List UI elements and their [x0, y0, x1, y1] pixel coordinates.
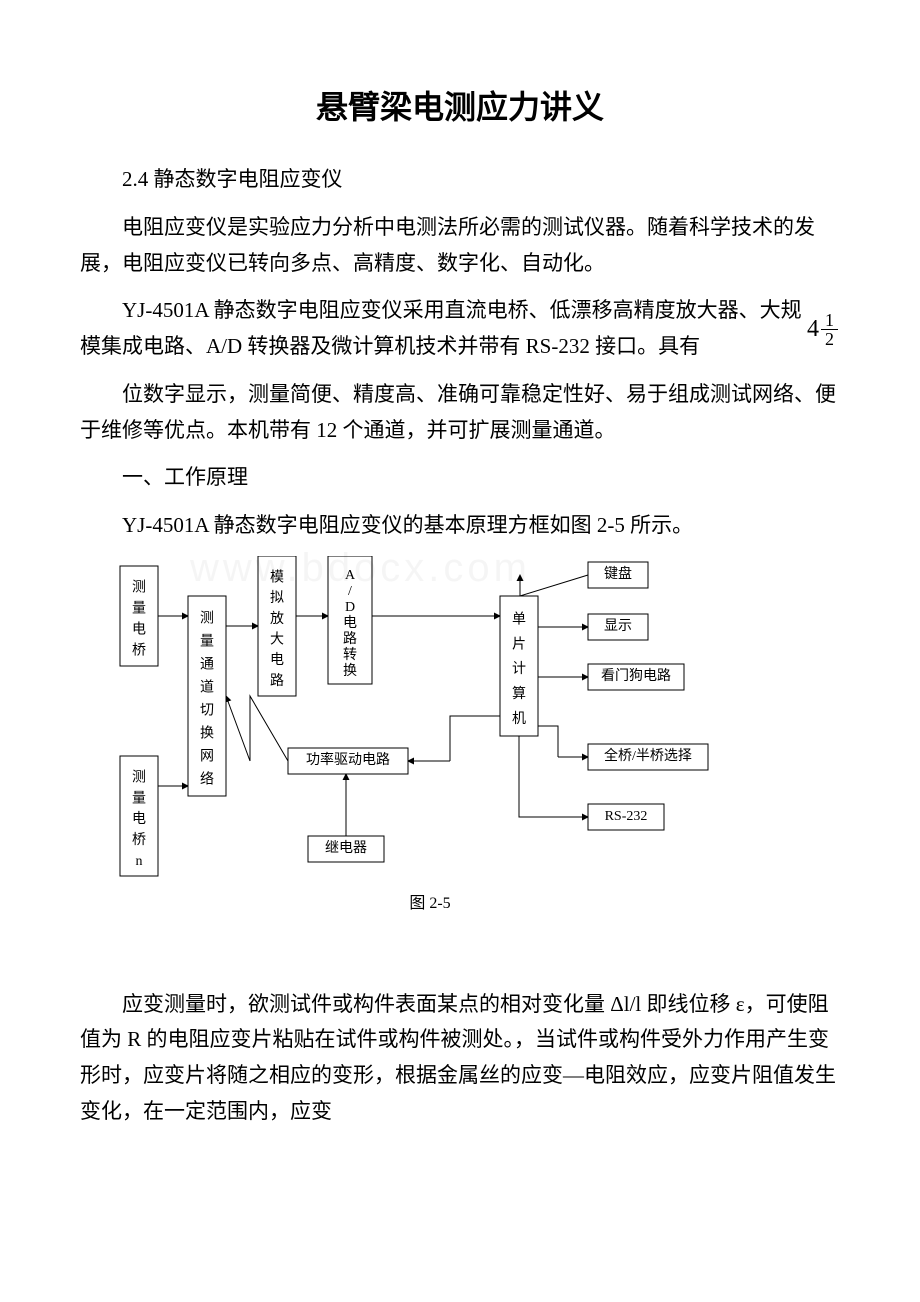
fraction-whole: 4	[807, 309, 819, 350]
svg-text:换: 换	[200, 724, 214, 741]
svg-text:量: 量	[132, 790, 146, 806]
svg-text:A: A	[345, 568, 356, 583]
svg-text:量: 量	[200, 633, 214, 649]
svg-text:功率驱动电路: 功率驱动电路	[306, 751, 390, 768]
svg-text:换: 换	[343, 662, 357, 679]
svg-text:片: 片	[512, 636, 526, 652]
svg-text:算: 算	[512, 686, 526, 702]
svg-text:网: 网	[200, 749, 214, 764]
svg-text:键盘: 键盘	[604, 565, 632, 582]
svg-text:看门狗电路: 看门狗电路	[601, 668, 671, 684]
svg-text:n: n	[136, 853, 143, 868]
subsection-heading: 一、工作原理	[80, 460, 840, 496]
svg-text:桥: 桥	[132, 642, 146, 658]
mixed-fraction: 4 1 2	[807, 309, 838, 350]
svg-text:/: /	[348, 584, 352, 599]
svg-text:切: 切	[200, 702, 214, 718]
svg-text:计: 计	[512, 661, 526, 677]
svg-text:放: 放	[270, 610, 284, 626]
svg-text:机: 机	[512, 710, 526, 726]
svg-text:道: 道	[200, 679, 214, 695]
paragraph-diagram-ref: YJ-4501A 静态数字电阻应变仪的基本原理方框如图 2-5 所示。	[80, 508, 840, 544]
svg-text:路: 路	[270, 672, 284, 688]
formula-prefix-text: YJ-4501A 静态数字电阻应变仪采用直流电桥、低漂移高精度放大器、大规模集成…	[80, 293, 805, 364]
svg-text:拟: 拟	[270, 590, 284, 606]
svg-text:测: 测	[200, 610, 214, 626]
svg-text:电: 电	[343, 615, 357, 631]
page-title: 悬臂梁电测应力讲义	[80, 80, 840, 134]
svg-text:D: D	[345, 600, 355, 615]
svg-text:电: 电	[270, 652, 284, 668]
svg-text:络: 络	[200, 771, 214, 787]
svg-text:继电器: 继电器	[325, 840, 367, 856]
svg-text:通: 通	[200, 656, 214, 672]
svg-text:全桥/半桥选择: 全桥/半桥选择	[604, 747, 692, 764]
svg-text:桥: 桥	[132, 832, 146, 848]
svg-text:大: 大	[270, 631, 284, 647]
paragraph-features: 位数字显示，测量简便、精度高、准确可靠稳定性好、易于组成测试网络、便于维修等优点…	[80, 377, 840, 448]
svg-text:电: 电	[132, 621, 146, 637]
svg-text:测: 测	[132, 769, 146, 785]
section-number: 2.4 静态数字电阻应变仪	[80, 162, 840, 198]
svg-text:路: 路	[343, 631, 357, 647]
fraction-denominator: 2	[821, 330, 838, 348]
fraction-numerator: 1	[821, 311, 838, 330]
svg-text:显示: 显示	[604, 619, 632, 634]
diagram-caption: 图 2-5	[110, 890, 750, 917]
svg-text:电: 电	[132, 811, 146, 827]
svg-text:量: 量	[132, 600, 146, 616]
paragraph-with-formula: YJ-4501A 静态数字电阻应变仪采用直流电桥、低漂移高精度放大器、大规模集成…	[80, 293, 840, 364]
svg-text:测: 测	[132, 579, 146, 595]
vertical-spacer	[80, 927, 840, 987]
paragraph-measurement: 应变测量时，欲测试件或构件表面某点的相对变化量 Δl/l 即线位移 ε，可使阻值…	[80, 987, 840, 1130]
svg-text:转: 转	[343, 647, 357, 663]
paragraph-intro: 电阻应变仪是实验应力分析中电测法所必需的测试仪器。随着科学技术的发展，电阻应变仪…	[80, 210, 840, 281]
block-diagram: www.bdocx.com 测量电桥测量电桥n测量通道切换网络模拟放大电路A/D…	[110, 556, 750, 917]
svg-text:单: 单	[512, 611, 526, 627]
svg-text:模: 模	[270, 569, 284, 585]
flowchart-svg: 测量电桥测量电桥n测量通道切换网络模拟放大电路A/D电路转换单片计算机键盘显示看…	[110, 556, 730, 886]
svg-text:RS-232: RS-232	[605, 809, 648, 824]
